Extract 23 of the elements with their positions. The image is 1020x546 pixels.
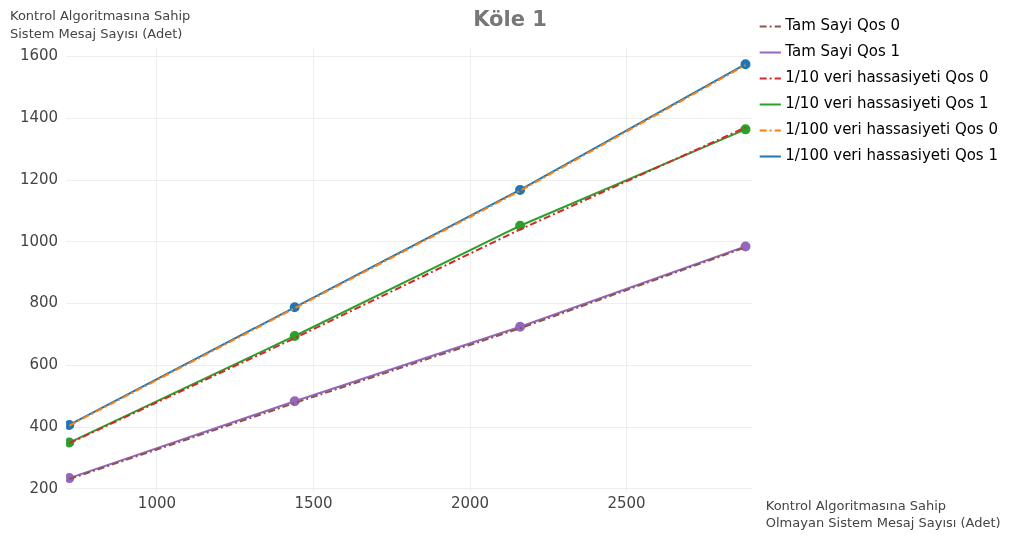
chart-title: Köle 1: [473, 7, 547, 32]
legend-label: 1/10 veri hassasiyeti Qos 1: [785, 94, 989, 113]
legend-label: Tam Sayi Qos 0: [784, 16, 901, 35]
legend-label: 1/10 veri hassasiyeti Qos 0: [785, 68, 989, 87]
y-tick-label: 800: [29, 293, 59, 312]
legend-label: 1/100 veri hassasiyeti Qos 1: [785, 146, 999, 165]
x-axis-title: Kontrol Algoritmasına Sahip Olmayan Sistem Mesaj Sayısı (Adet): [765, 497, 1001, 530]
x-tick-label: 2000: [450, 493, 490, 512]
legend-label: Tam Sayi Qos 1: [784, 42, 901, 61]
y-tick-label: 1200: [19, 169, 59, 188]
y-tick-label: 1000: [19, 231, 59, 250]
y-tick-label: 200: [29, 478, 59, 497]
point: [740, 59, 751, 70]
legend-label: 1/100 veri hassasiyeti Qos 0: [785, 120, 999, 139]
y-tick-label: 400: [29, 417, 59, 436]
y-tick-label: 600: [29, 355, 59, 374]
x-tick-label: 1500: [294, 493, 333, 512]
x-tick-label: 1000: [137, 493, 177, 512]
y-tick-label: 1600: [19, 46, 59, 65]
y-axis-title: Kontrol Algoritmasına Sahip Sistem Mesaj Sayısı (Adet): [10, 7, 191, 41]
point: [740, 124, 751, 135]
x-tick-label: 2500: [607, 493, 646, 512]
y-tick-label: 1400: [19, 108, 59, 127]
